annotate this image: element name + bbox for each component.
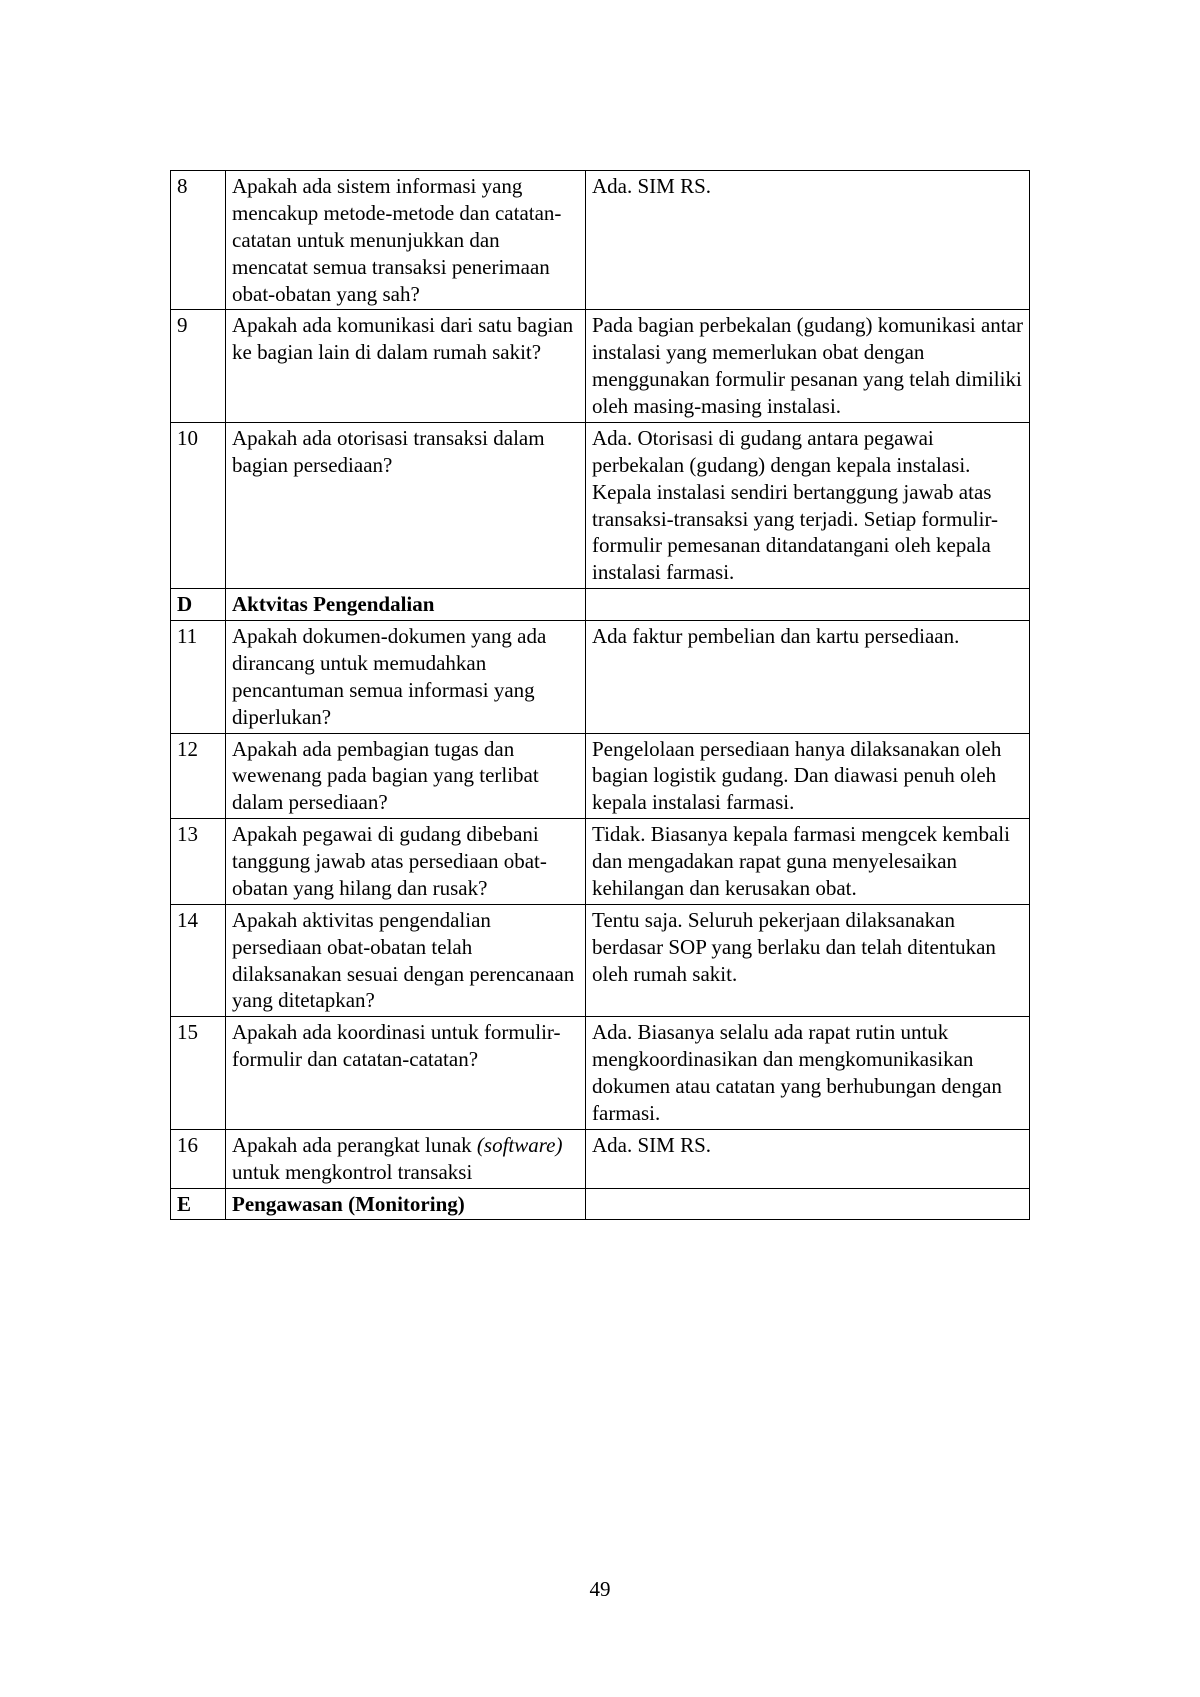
question-cell: Apakah ada pembagian tugas dan wewenang … (226, 733, 586, 819)
question-cell: Apakah dokumen-dokumen yang ada dirancan… (226, 621, 586, 734)
questionnaire-table: 8Apakah ada sistem informasi yang mencak… (170, 170, 1030, 1220)
answer-cell: Ada. SIM RS. (586, 171, 1030, 310)
table-row: EPengawasan (Monitoring) (171, 1188, 1030, 1220)
answer-cell: Ada. Otorisasi di gudang antara pegawai … (586, 422, 1030, 588)
row-number: 13 (171, 819, 226, 905)
question-cell: Apakah ada komunikasi dari satu bagian k… (226, 310, 586, 423)
row-number: 8 (171, 171, 226, 310)
answer-cell: Pengelolaan persediaan hanya dilaksanaka… (586, 733, 1030, 819)
row-number: 10 (171, 422, 226, 588)
section-blank (586, 1188, 1030, 1220)
table-row: 14Apakah aktivitas pengendalian persedia… (171, 904, 1030, 1017)
section-letter: D (171, 589, 226, 621)
page-number: 49 (0, 1577, 1200, 1602)
table-row: 16Apakah ada perangkat lunak (software) … (171, 1129, 1030, 1188)
table-row: 15Apakah ada koordinasi untuk formulir-f… (171, 1017, 1030, 1130)
answer-cell: Pada bagian perbekalan (gudang) komunika… (586, 310, 1030, 423)
table-row: 13Apakah pegawai di gudang dibebani tang… (171, 819, 1030, 905)
row-number: 9 (171, 310, 226, 423)
section-title: Pengawasan (Monitoring) (226, 1188, 586, 1220)
section-title: Aktvitas Pengendalian (226, 589, 586, 621)
row-number: 11 (171, 621, 226, 734)
row-number: 15 (171, 1017, 226, 1130)
question-cell: Apakah ada koordinasi untuk formulir-for… (226, 1017, 586, 1130)
table-row: 10Apakah ada otorisasi transaksi dalam b… (171, 422, 1030, 588)
answer-cell: Tidak. Biasanya kepala farmasi mengcek k… (586, 819, 1030, 905)
answer-cell: Ada. Biasanya selalu ada rapat rutin unt… (586, 1017, 1030, 1130)
row-number: 12 (171, 733, 226, 819)
answer-cell: Ada. SIM RS. (586, 1129, 1030, 1188)
table-row: 12Apakah ada pembagian tugas dan wewenan… (171, 733, 1030, 819)
question-cell: Apakah ada sistem informasi yang mencaku… (226, 171, 586, 310)
question-cell: Apakah ada perangkat lunak (software) un… (226, 1129, 586, 1188)
question-cell: Apakah ada otorisasi transaksi dalam bag… (226, 422, 586, 588)
question-cell: Apakah aktivitas pengendalian persediaan… (226, 904, 586, 1017)
section-letter: E (171, 1188, 226, 1220)
table-row: 11Apakah dokumen-dokumen yang ada diranc… (171, 621, 1030, 734)
answer-cell: Tentu saja. Seluruh pekerjaan dilaksanak… (586, 904, 1030, 1017)
row-number: 16 (171, 1129, 226, 1188)
answer-cell: Ada faktur pembelian dan kartu persediaa… (586, 621, 1030, 734)
row-number: 14 (171, 904, 226, 1017)
table-row: 9Apakah ada komunikasi dari satu bagian … (171, 310, 1030, 423)
question-cell: Apakah pegawai di gudang dibebani tanggu… (226, 819, 586, 905)
table-row: 8Apakah ada sistem informasi yang mencak… (171, 171, 1030, 310)
table-row: DAktvitas Pengendalian (171, 589, 1030, 621)
section-blank (586, 589, 1030, 621)
